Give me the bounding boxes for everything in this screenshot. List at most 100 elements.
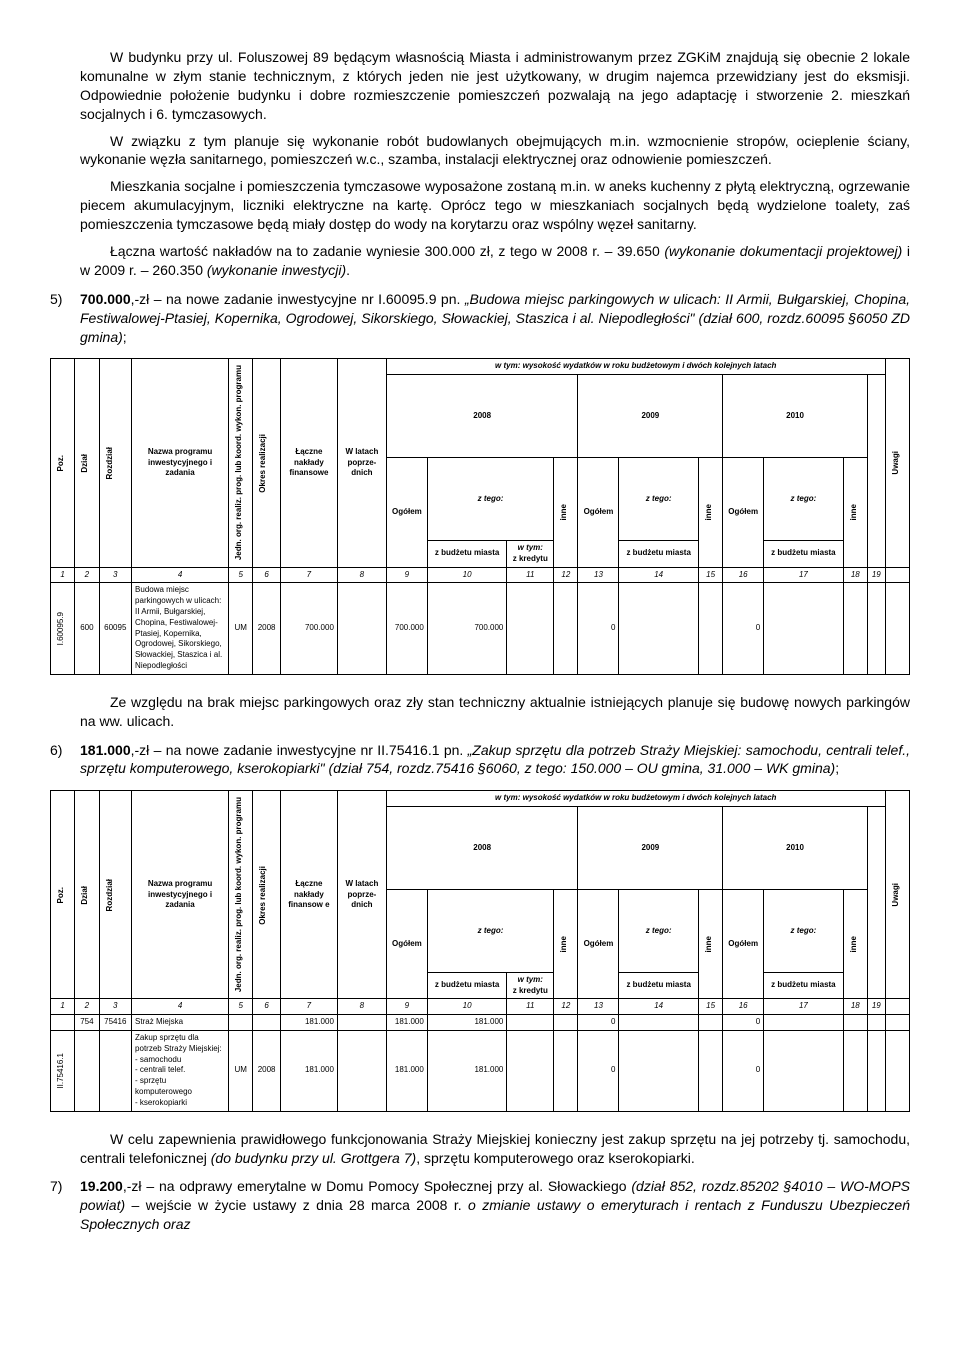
t2r1-ogolem08: 181.000: [386, 1015, 427, 1031]
colnum: 9: [386, 567, 427, 583]
item5-marker: 5): [50, 290, 80, 347]
t2r2-ogolem08: 181.000: [386, 1031, 427, 1112]
colnum: 1: [51, 999, 75, 1015]
item7-text1: ,-zł – na odprawy emerytalne w Domu Pomo…: [123, 1178, 632, 1194]
item7-marker: 7): [50, 1177, 80, 1234]
hdr2-ztego-09: z tego:: [619, 890, 699, 973]
hdr-zbm-08: z budżetu miasta: [427, 541, 507, 568]
t2r2-okres: 2008: [253, 1031, 281, 1112]
colnum: 7: [280, 567, 337, 583]
hdr-dzial: Dział: [78, 450, 93, 477]
hdr2-2009: 2009: [578, 807, 723, 890]
hdr-zbm-10: z budżetu miasta: [764, 541, 844, 568]
hdr2-dzial: Dział: [78, 882, 93, 909]
item6-amount: 181.000: [80, 742, 131, 758]
table-1: Poz. Dział Rozdział Nazwa programu inwes…: [50, 358, 910, 674]
t1-naklady: 700.000: [280, 583, 337, 674]
para4-text3: .: [346, 262, 350, 278]
hdr-naklady: Łączne nakłady finansowe: [280, 359, 337, 567]
list-item-6: 6) 181.000,-zł – na nowe zadanie inwesty…: [50, 741, 910, 779]
item6-text: ,-zł – na nowe zadanie inwestycyjne nr I…: [131, 742, 468, 758]
t1-poz: I.60095.9: [54, 608, 69, 649]
paragraph-3: Mieszkania socjalne i pomieszczenia tymc…: [80, 177, 910, 234]
hdr-inne-08: inne: [557, 500, 572, 524]
hdr-2009: 2009: [578, 375, 723, 458]
colnum: 12: [554, 999, 578, 1015]
colnum: 12: [554, 567, 578, 583]
t2r2-zero2: 0: [723, 1031, 764, 1112]
hdr2-poz: Poz.: [54, 883, 69, 907]
hdr2-rozdzial: Rozdział: [103, 875, 118, 915]
hdr2-okres: Okres realizacji: [256, 862, 271, 929]
hdr2-inne-09: inne: [702, 932, 717, 956]
hdr-ogolem-10: Ogółem: [723, 458, 764, 567]
item5-end: ;: [123, 329, 127, 345]
t1-okres: 2008: [253, 583, 281, 674]
table2-caption: w tym: wysokość wydatków w roku budżetow…: [386, 791, 885, 807]
colnum: 13: [578, 567, 619, 583]
item5-amount: 700.000: [80, 291, 131, 307]
hdr-nazwa: Nazwa programu inwestycyjnego i zadania: [132, 359, 229, 567]
hdr-2010: 2010: [723, 375, 868, 458]
hdr-2008: 2008: [386, 375, 578, 458]
hdr2-zbm-10: z budżetu miasta: [764, 972, 844, 999]
colnum: 8: [337, 999, 386, 1015]
para4-text1: Łączna wartość nakładów na to zadanie wy…: [110, 243, 664, 259]
paragraph-4: Łączna wartość nakładów na to zadanie wy…: [80, 242, 910, 280]
t1-dzial: 600: [75, 583, 99, 674]
hdr2-wtym-zkr: w tym:z kredytu: [507, 972, 554, 999]
colnum: 11: [507, 567, 554, 583]
colnum: 4: [132, 567, 229, 583]
t1-zero2: 0: [723, 583, 764, 674]
para6-text2: , sprzętu komputerowego oraz kserokopiar…: [416, 1150, 695, 1166]
colnum: 19: [867, 567, 885, 583]
list-item-5: 5) 700.000,-zł – na nowe zadanie inwesty…: [50, 290, 910, 347]
hdr-rozdzial: Rozdział: [103, 443, 118, 483]
para4-italic1: (wykonanie dokumentacji projektowej): [664, 243, 902, 259]
hdr2-nazwa: Nazwa programu inwestycyjnego i zadania: [132, 791, 229, 999]
colnum: 11: [507, 999, 554, 1015]
table-2: Poz. Dział Rozdział Nazwa programu inwes…: [50, 790, 910, 1111]
table-row: I.60095.9 600 60095 Budowa miejsc parkin…: [51, 583, 910, 674]
colnum: 16: [723, 567, 764, 583]
t2r1-zbm08: 181.000: [427, 1015, 507, 1031]
paragraph-1: W budynku przy ul. Foluszowej 89 będącym…: [80, 48, 910, 124]
item7-content: 19.200,-zł – na odprawy emerytalne w Dom…: [80, 1177, 910, 1234]
t1-jedn: UM: [229, 583, 253, 674]
hdr-okres: Okres realizacji: [256, 430, 271, 497]
hdr2-inne-08: inne: [557, 932, 572, 956]
hdr-ztego-08: z tego:: [427, 458, 553, 541]
item7-text2: – wejście w życie ustawy z dnia 28 marca…: [125, 1197, 468, 1213]
t1-rozdzial: 60095: [99, 583, 132, 674]
item7-amount: 19.200: [80, 1178, 123, 1194]
item5-content: 700.000,-zł – na nowe zadanie inwestycyj…: [80, 290, 910, 347]
table-row: 754 75416 Straż Miejska 181.000 181.000 …: [51, 1015, 910, 1031]
hdr2-zbm-08: z budżetu miasta: [427, 972, 507, 999]
t2r1-zero2: 0: [723, 1015, 764, 1031]
t2r2-naklady: 181.000: [280, 1031, 337, 1112]
hdr-jedn: Jedn. org. realiz. prog. lub koord. wyko…: [232, 361, 247, 564]
colnum: 6: [253, 567, 281, 583]
colnum: 16: [723, 999, 764, 1015]
t2r1-naklady: 181.000: [280, 1015, 337, 1031]
hdr-wtym-zkr: w tym:z kredytu: [507, 541, 554, 568]
para6-italic: (do budynku przy ul. Grottgera 7): [211, 1150, 416, 1166]
colnum: 10: [427, 567, 507, 583]
t2r1-rozdzial: 75416: [99, 1015, 132, 1031]
t2r1-nazwa: Straż Miejska: [132, 1015, 229, 1031]
colnum: 1: [51, 567, 75, 583]
item6-end: ;: [835, 760, 839, 776]
colnum: 2: [75, 999, 99, 1015]
t1-nazwa: Budowa miejsc parkingowych w ulicach: II…: [132, 583, 229, 674]
hdr2-2008: 2008: [386, 807, 578, 890]
table-row: II.75416.1 Zakup sprzętu dla potrzeb Str…: [51, 1031, 910, 1112]
t2r1-zero1: 0: [578, 1015, 619, 1031]
hdr2-jedn: Jedn. org. realiz. prog. lub koord. wyko…: [232, 793, 247, 996]
t1-zero1: 0: [578, 583, 619, 674]
colnum: 2: [75, 567, 99, 583]
hdr2-zbm-09: z budżetu miasta: [619, 972, 699, 999]
colnum: 18: [843, 999, 867, 1015]
hdr-ogolem-08: Ogółem: [386, 458, 427, 567]
colnum: 7: [280, 999, 337, 1015]
hdr2-ogolem-08: Ogółem: [386, 890, 427, 999]
